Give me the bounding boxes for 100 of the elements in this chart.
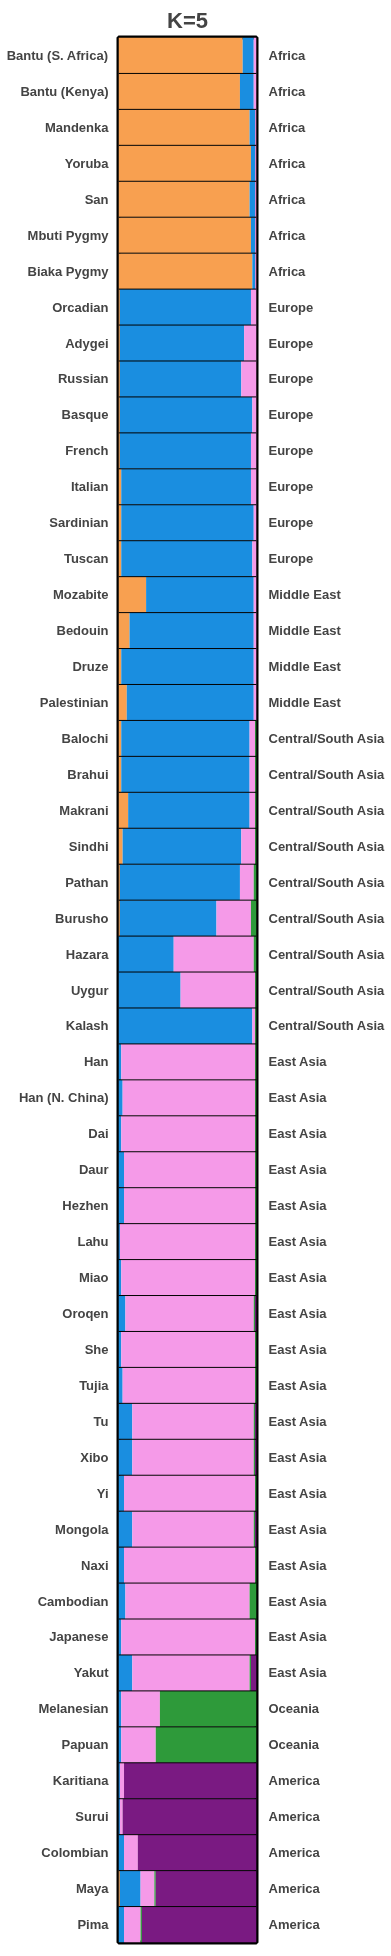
text: East Asia xyxy=(268,1162,328,1178)
text: Middle East xyxy=(268,694,342,710)
text: Middle East xyxy=(268,623,342,639)
y-tick-label: Hazara xyxy=(65,946,110,962)
text: Oceania xyxy=(268,1701,320,1717)
text: East Asia xyxy=(268,1341,328,1357)
text: America xyxy=(268,1809,321,1825)
y-tick-label: Dai xyxy=(88,1126,109,1142)
text: East Asia xyxy=(268,1090,328,1106)
text: Europe xyxy=(268,515,314,531)
y-tick-label: Sardinian xyxy=(49,515,109,531)
text: Africa xyxy=(268,119,307,135)
y-tick-label: Mbuti Pygmy xyxy=(27,227,110,243)
text: Europe xyxy=(268,479,314,495)
y-tick-label: French xyxy=(65,443,109,459)
y-tick-label: Lahu xyxy=(77,1234,109,1250)
text: Middle East xyxy=(268,587,342,603)
y-tick-label: Tujia xyxy=(79,1377,110,1393)
y-tick-label: Cambodian xyxy=(37,1593,109,1609)
text: East Asia xyxy=(268,1665,328,1681)
y-tick-label: Daur xyxy=(78,1162,109,1178)
y-tick-label: Italian xyxy=(70,479,109,495)
text: East Asia xyxy=(268,1629,328,1645)
text: Africa xyxy=(268,155,307,171)
text: America xyxy=(268,1845,321,1861)
y-tick-label: Karitiana xyxy=(52,1773,110,1789)
text: East Asia xyxy=(268,1126,328,1142)
y-tick-label: Balochi xyxy=(61,730,109,746)
y-tick-label: Oroqen xyxy=(62,1305,109,1321)
y-tick-label: Yakut xyxy=(73,1665,110,1681)
y-tick-label: Brahui xyxy=(67,766,109,782)
y-tick-label: Pathan xyxy=(65,874,109,890)
y-tick-label: Pima xyxy=(77,1917,110,1933)
y-tick-label: Maya xyxy=(75,1881,110,1897)
text: East Asia xyxy=(268,1449,328,1465)
text: Africa xyxy=(268,191,307,207)
text: Central/South Asia xyxy=(268,1018,386,1034)
y-tick-label: Colombian xyxy=(41,1845,109,1861)
text: East Asia xyxy=(268,1270,328,1286)
y-tick-label: Orcadian xyxy=(52,299,109,315)
y-tick-label: Tu xyxy=(93,1413,109,1429)
text: East Asia xyxy=(268,1593,328,1609)
y-tick-label: Han (N. China) xyxy=(18,1090,109,1106)
text: East Asia xyxy=(268,1485,328,1501)
y-tick-label: Mongola xyxy=(55,1521,110,1537)
y-tick-label: Adygei xyxy=(65,335,109,351)
text: Africa xyxy=(268,263,307,279)
text: Africa xyxy=(268,83,307,99)
y-tick-label: Mandenka xyxy=(44,119,110,135)
text: Middle East xyxy=(268,659,342,675)
text: East Asia xyxy=(268,1305,328,1321)
y-tick-label: Palestinian xyxy=(39,694,109,710)
text: Europe xyxy=(268,371,314,387)
y-tick-label: Papuan xyxy=(61,1737,109,1753)
text: Central/South Asia xyxy=(268,982,386,998)
text: Central/South Asia xyxy=(268,802,386,818)
y-tick-label: San xyxy=(84,191,109,207)
y-tick-label: Biaka Pygmy xyxy=(27,263,110,279)
text: America xyxy=(268,1773,321,1789)
text: Central/South Asia xyxy=(268,766,386,782)
text: East Asia xyxy=(268,1054,328,1070)
y-tick-label: Hezhen xyxy=(62,1198,109,1214)
y-tick-label: Bantu (S. Africa) xyxy=(6,47,109,63)
y-tick-label: Druze xyxy=(72,659,109,675)
text: America xyxy=(268,1881,321,1897)
text: Central/South Asia xyxy=(268,874,386,890)
y-tick-label: Naxi xyxy=(81,1557,109,1573)
y-tick-label: Surui xyxy=(75,1809,109,1825)
text: Europe xyxy=(268,299,314,315)
text: Central/South Asia xyxy=(268,910,386,926)
text: East Asia xyxy=(268,1521,328,1537)
y-tick-label: Bedouin xyxy=(56,623,109,639)
y-tick-label: Makrani xyxy=(59,802,109,818)
y-tick-label: She xyxy=(84,1341,109,1357)
text: Africa xyxy=(268,227,307,243)
text: East Asia xyxy=(268,1234,328,1250)
text: Central/South Asia xyxy=(268,730,386,746)
y-tick-label: Yi xyxy=(96,1485,109,1501)
text: Europe xyxy=(268,551,314,567)
text: East Asia xyxy=(268,1413,328,1429)
y-tick-label: Sindhi xyxy=(68,838,109,854)
y-tick-label: Basque xyxy=(61,407,109,423)
y-tick-label: Xibo xyxy=(80,1449,109,1465)
y-tick-label: Melanesian xyxy=(38,1701,109,1717)
text: Africa xyxy=(268,47,307,63)
y-tick-label: Yoruba xyxy=(64,155,110,171)
y-tick-label: Russian xyxy=(57,371,109,387)
y-tick-label: Tuscan xyxy=(63,551,109,567)
text: Europe xyxy=(268,335,314,351)
y-tick-label: Burusho xyxy=(55,910,109,926)
text: Central/South Asia xyxy=(268,838,386,854)
text: Europe xyxy=(268,407,314,423)
text: America xyxy=(268,1917,321,1933)
text: Central/South Asia xyxy=(268,946,386,962)
text: East Asia xyxy=(268,1377,328,1393)
y-tick-label: Miao xyxy=(78,1270,109,1286)
y-tick-label: Kalash xyxy=(65,1018,109,1034)
text: East Asia xyxy=(268,1557,328,1573)
y-tick-label: Bantu (Kenya) xyxy=(20,83,109,99)
text: Oceania xyxy=(268,1737,320,1753)
